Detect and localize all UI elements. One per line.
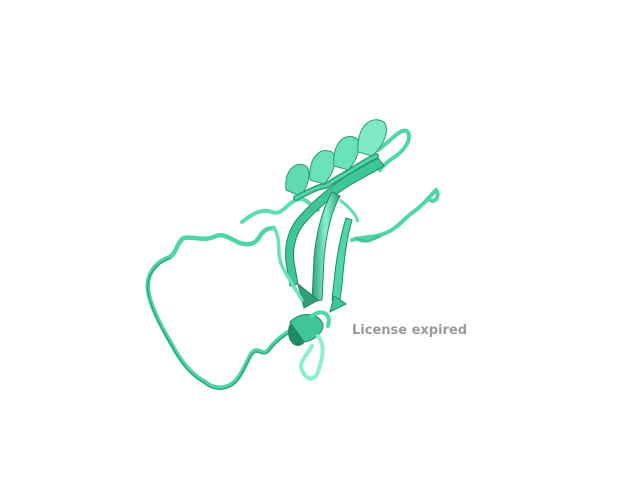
coil-mid-link xyxy=(272,226,304,302)
coil-loop-left-shade xyxy=(147,258,303,390)
coil-right-lower xyxy=(354,234,382,243)
coil-lower-tail xyxy=(299,334,325,381)
coil-top-right xyxy=(376,128,411,172)
alpha-helix xyxy=(285,119,387,201)
license-watermark: License expired xyxy=(352,323,468,338)
coil-right xyxy=(350,187,440,242)
short-helix xyxy=(288,310,331,346)
coil-upper-left xyxy=(240,197,320,224)
coil-loop-left xyxy=(145,225,305,390)
